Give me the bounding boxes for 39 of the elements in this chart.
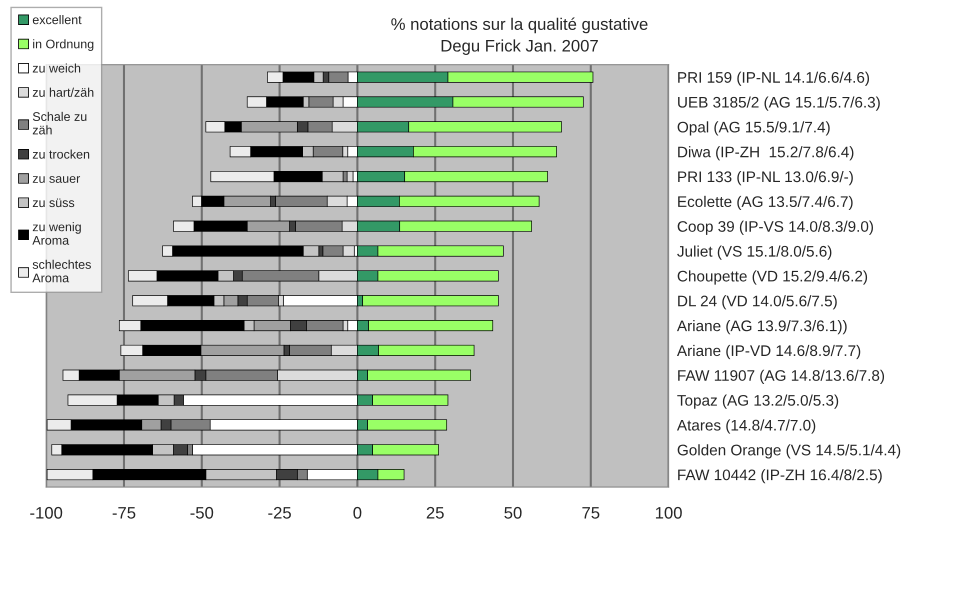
y-tick-label: Ariane (IP-VD 14.6/8.9/7.7) [676,344,860,360]
y-tick-label: Golden Orange (VS 14.5/5.1/4.4) [678,444,900,458]
legend-label: zu trocken [32,150,90,159]
y-tick-label: Opal (AG 15.5/9.1/7.4) [678,121,830,136]
x-tick-label: -25 [268,506,291,519]
y-tick-label: Juliet (VS 15.1/8.0/5.6) [677,246,832,260]
x-tick-label: -75 [112,507,136,519]
x-tick-label: 0 [353,506,362,519]
x-tick-label: 75 [582,507,600,519]
chart-title: % notations sur la qualité gustative [391,18,648,34]
y-tick-label: Ariane (AG 13.9/7.3/6.1)) [676,320,847,334]
legend-label: in Ordnung [33,39,94,51]
legend-label: zu sauer [32,176,80,183]
x-tick-label: 25 [426,506,444,519]
legend-label: zu wenig Aroma [32,222,81,245]
legend-label: Schale zu zäh [32,112,86,134]
y-tick-label: FAW 11907 (AG 14.8/13.6/7.8) [678,370,884,384]
y-tick-label: PRI 159 (IP-NL 14.1/6.6/4.6) [678,72,870,86]
x-tick-label: 100 [656,506,682,519]
y-tick-label: Ecolette (AG 13.5/7.4/6.7) [678,196,853,210]
y-tick-label: Diwa (IP-ZH 15.2/7.8/6.4) [678,146,854,160]
legend-label: excellent [32,15,82,24]
y-tick-label: PRI 133 (IP-NL 13.0/6.9/-) [678,170,853,186]
x-tick-label: 50 [504,506,522,519]
legend-label: zu weich [32,63,80,73]
y-tick-label: DL 24 (VD 14.0/5.6/7.5) [678,295,837,310]
bar [346,170,354,182]
legend-label: schlechtes Aroma [32,260,91,282]
x-tick-label: -50 [190,506,214,519]
y-tick-label: Choupette (VD 15.2/9.4/6.2) [678,270,868,285]
legend-label: zu hart/zäh [32,88,94,97]
y-tick-label: UEB 3185/2 (AG 15.1/5.7/6.3) [678,96,880,111]
y-tick-label: Coop 39 (IP-VS 14.0/8.3/9.0) [678,220,874,235]
legend-label: zu süss [32,198,74,208]
y-tick-label: Topaz (AG 13.2/5.0/5.3) [677,394,838,409]
chart-subtitle: Degu Frick Jan. 2007 [442,39,598,55]
y-tick-label: FAW 10442 (IP-ZH 16.4/8/2.5) [678,469,882,484]
x-tick-label: -100 [30,506,62,519]
y-tick-label: Atares (14.8/4.7/7.0) [676,419,816,434]
